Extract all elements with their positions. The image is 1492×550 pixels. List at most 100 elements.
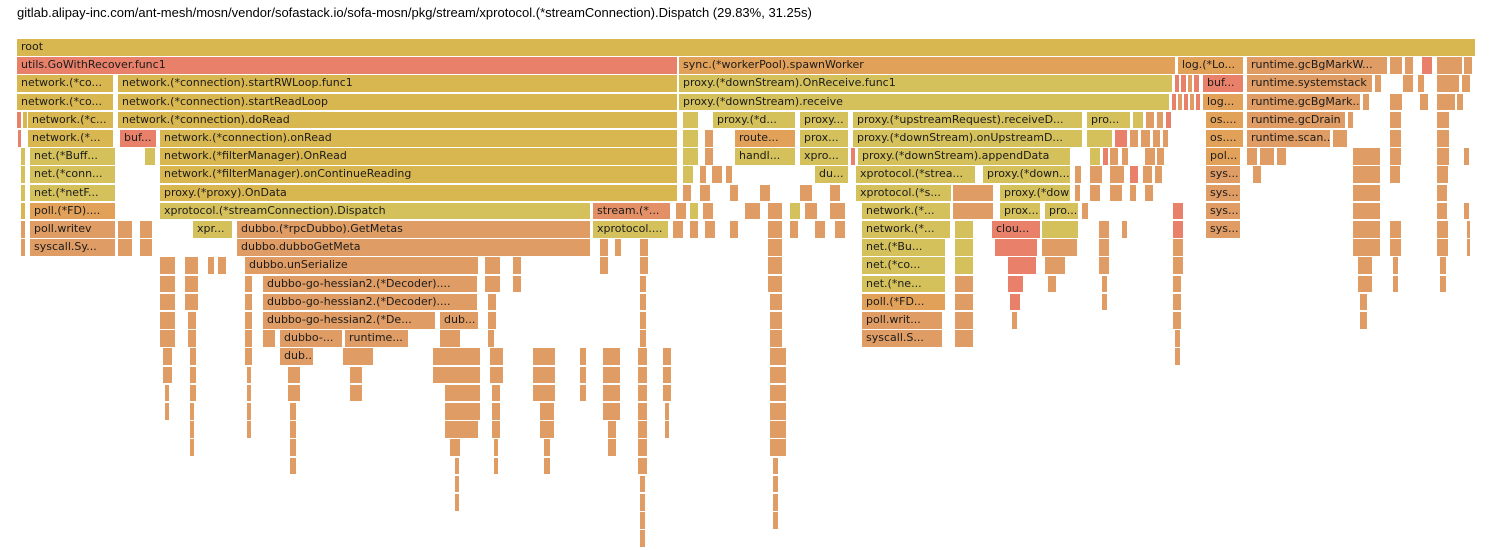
flame-frame[interactable]: [494, 457, 498, 475]
flame-frame[interactable]: [1333, 130, 1347, 147]
flame-frame[interactable]: [773, 457, 778, 475]
flame-frame[interactable]: [640, 293, 646, 311]
flame-frame[interactable]: [638, 457, 647, 475]
flame-frame[interactable]: [1375, 75, 1381, 92]
flame-frame[interactable]: [1188, 75, 1192, 92]
flame-frame[interactable]: [1153, 130, 1160, 147]
flame-frame[interactable]: [955, 330, 973, 347]
flame-frame[interactable]: proxy.(*downStream).appendData: [858, 148, 1070, 165]
flame-frame[interactable]: [1196, 93, 1200, 111]
flame-frame[interactable]: [445, 384, 480, 402]
flame-frame[interactable]: sys...: [1206, 221, 1240, 238]
flame-frame[interactable]: [580, 366, 586, 384]
flame-frame[interactable]: [440, 330, 460, 347]
flame-frame[interactable]: [683, 148, 698, 165]
flame-frame[interactable]: [640, 275, 646, 293]
flame-frame[interactable]: [21, 148, 25, 165]
flame-frame[interactable]: [190, 421, 194, 438]
flame-frame[interactable]: handl...: [735, 148, 795, 165]
flame-frame[interactable]: [700, 166, 706, 183]
flame-frame[interactable]: dubbo-go-hessian2.(*Decoder)....: [263, 293, 477, 311]
flame-frame[interactable]: [190, 348, 196, 365]
flame-frame[interactable]: [1173, 293, 1181, 311]
flame-frame[interactable]: [485, 275, 500, 293]
flame-frame[interactable]: [188, 330, 196, 347]
flame-frame[interactable]: [663, 348, 671, 365]
flame-frame[interactable]: root: [17, 39, 1475, 56]
flame-frame[interactable]: network.(*...: [862, 221, 950, 238]
flame-frame[interactable]: [513, 275, 521, 293]
flame-frame[interactable]: dubbo.unSerialize: [245, 257, 478, 274]
flame-frame[interactable]: [726, 166, 732, 183]
flame-frame[interactable]: [492, 384, 500, 402]
flame-frame[interactable]: [608, 439, 616, 456]
flame-frame[interactable]: [676, 202, 686, 220]
flame-frame[interactable]: [638, 384, 647, 402]
flame-frame[interactable]: [603, 348, 620, 365]
flame-frame[interactable]: [790, 202, 800, 220]
flame-frame[interactable]: [490, 348, 503, 365]
flame-frame[interactable]: [1353, 148, 1380, 165]
flame-frame[interactable]: [544, 457, 550, 475]
flame-frame[interactable]: proxy.(*down...: [983, 166, 1070, 183]
flame-frame[interactable]: network.(*filterManager).OnRead: [160, 148, 677, 165]
flame-frame[interactable]: [247, 421, 251, 438]
flame-frame[interactable]: [247, 366, 251, 384]
flame-frame[interactable]: [1145, 184, 1153, 202]
flame-frame[interactable]: [1110, 166, 1124, 183]
flame-frame[interactable]: [1175, 348, 1180, 365]
flame-frame[interactable]: [494, 439, 498, 456]
flame-frame[interactable]: [1390, 148, 1401, 165]
flame-frame[interactable]: [513, 257, 521, 274]
flame-frame[interactable]: [163, 366, 172, 384]
flame-frame[interactable]: [1110, 148, 1118, 165]
flame-frame[interactable]: [953, 184, 993, 202]
flame-frame[interactable]: [1353, 202, 1380, 220]
flame-frame[interactable]: [773, 512, 778, 529]
flame-frame[interactable]: [995, 239, 1037, 256]
flame-frame[interactable]: [185, 275, 198, 293]
flame-frame[interactable]: [1042, 239, 1077, 256]
flame-frame[interactable]: runtime.gcBgMark...: [1247, 93, 1360, 111]
flame-frame[interactable]: buf...: [1203, 75, 1243, 92]
flame-frame[interactable]: [955, 239, 973, 256]
flame-frame[interactable]: [955, 293, 973, 311]
flame-frame[interactable]: [290, 439, 296, 456]
flame-frame[interactable]: syscall.S...: [862, 330, 942, 347]
flame-frame[interactable]: [1348, 111, 1353, 129]
flame-frame[interactable]: [770, 403, 786, 420]
flame-frame[interactable]: network.(*connection).startRWLoop.func1: [118, 75, 677, 92]
flame-frame[interactable]: os....: [1206, 111, 1243, 129]
flame-frame[interactable]: [640, 312, 646, 329]
flame-frame[interactable]: [450, 439, 460, 456]
flame-frame[interactable]: [188, 312, 196, 329]
flame-frame[interactable]: [165, 403, 169, 420]
flame-frame[interactable]: [830, 184, 840, 202]
flame-frame[interactable]: [1102, 293, 1107, 311]
flame-frame[interactable]: [165, 384, 169, 402]
flame-frame[interactable]: network.(*co...: [17, 93, 113, 111]
flame-frame[interactable]: [247, 403, 251, 420]
flame-frame[interactable]: du...: [815, 166, 848, 183]
flame-frame[interactable]: [815, 221, 825, 238]
flame-frame[interactable]: network.(*connection).onRead: [160, 130, 677, 147]
flame-frame[interactable]: [760, 184, 770, 202]
flame-frame[interactable]: [665, 421, 669, 438]
flame-frame[interactable]: [773, 494, 778, 511]
flame-frame[interactable]: [1090, 166, 1102, 183]
flame-frame[interactable]: [160, 312, 175, 329]
flame-frame[interactable]: [488, 312, 496, 329]
flame-frame[interactable]: [245, 330, 252, 347]
flame-frame[interactable]: runtime.gcBgMarkW...: [1247, 57, 1387, 74]
flame-frame[interactable]: [533, 348, 555, 365]
flame-frame[interactable]: [683, 130, 698, 147]
flame-frame[interactable]: [21, 221, 25, 238]
flame-frame[interactable]: [1440, 275, 1446, 293]
flame-frame[interactable]: dub...: [440, 312, 478, 329]
flame-frame[interactable]: [21, 239, 25, 256]
flame-frame[interactable]: [683, 111, 698, 129]
flame-frame[interactable]: [638, 366, 647, 384]
flame-frame[interactable]: [690, 202, 698, 220]
flame-frame[interactable]: route...: [735, 130, 795, 147]
flame-frame[interactable]: [1122, 148, 1128, 165]
